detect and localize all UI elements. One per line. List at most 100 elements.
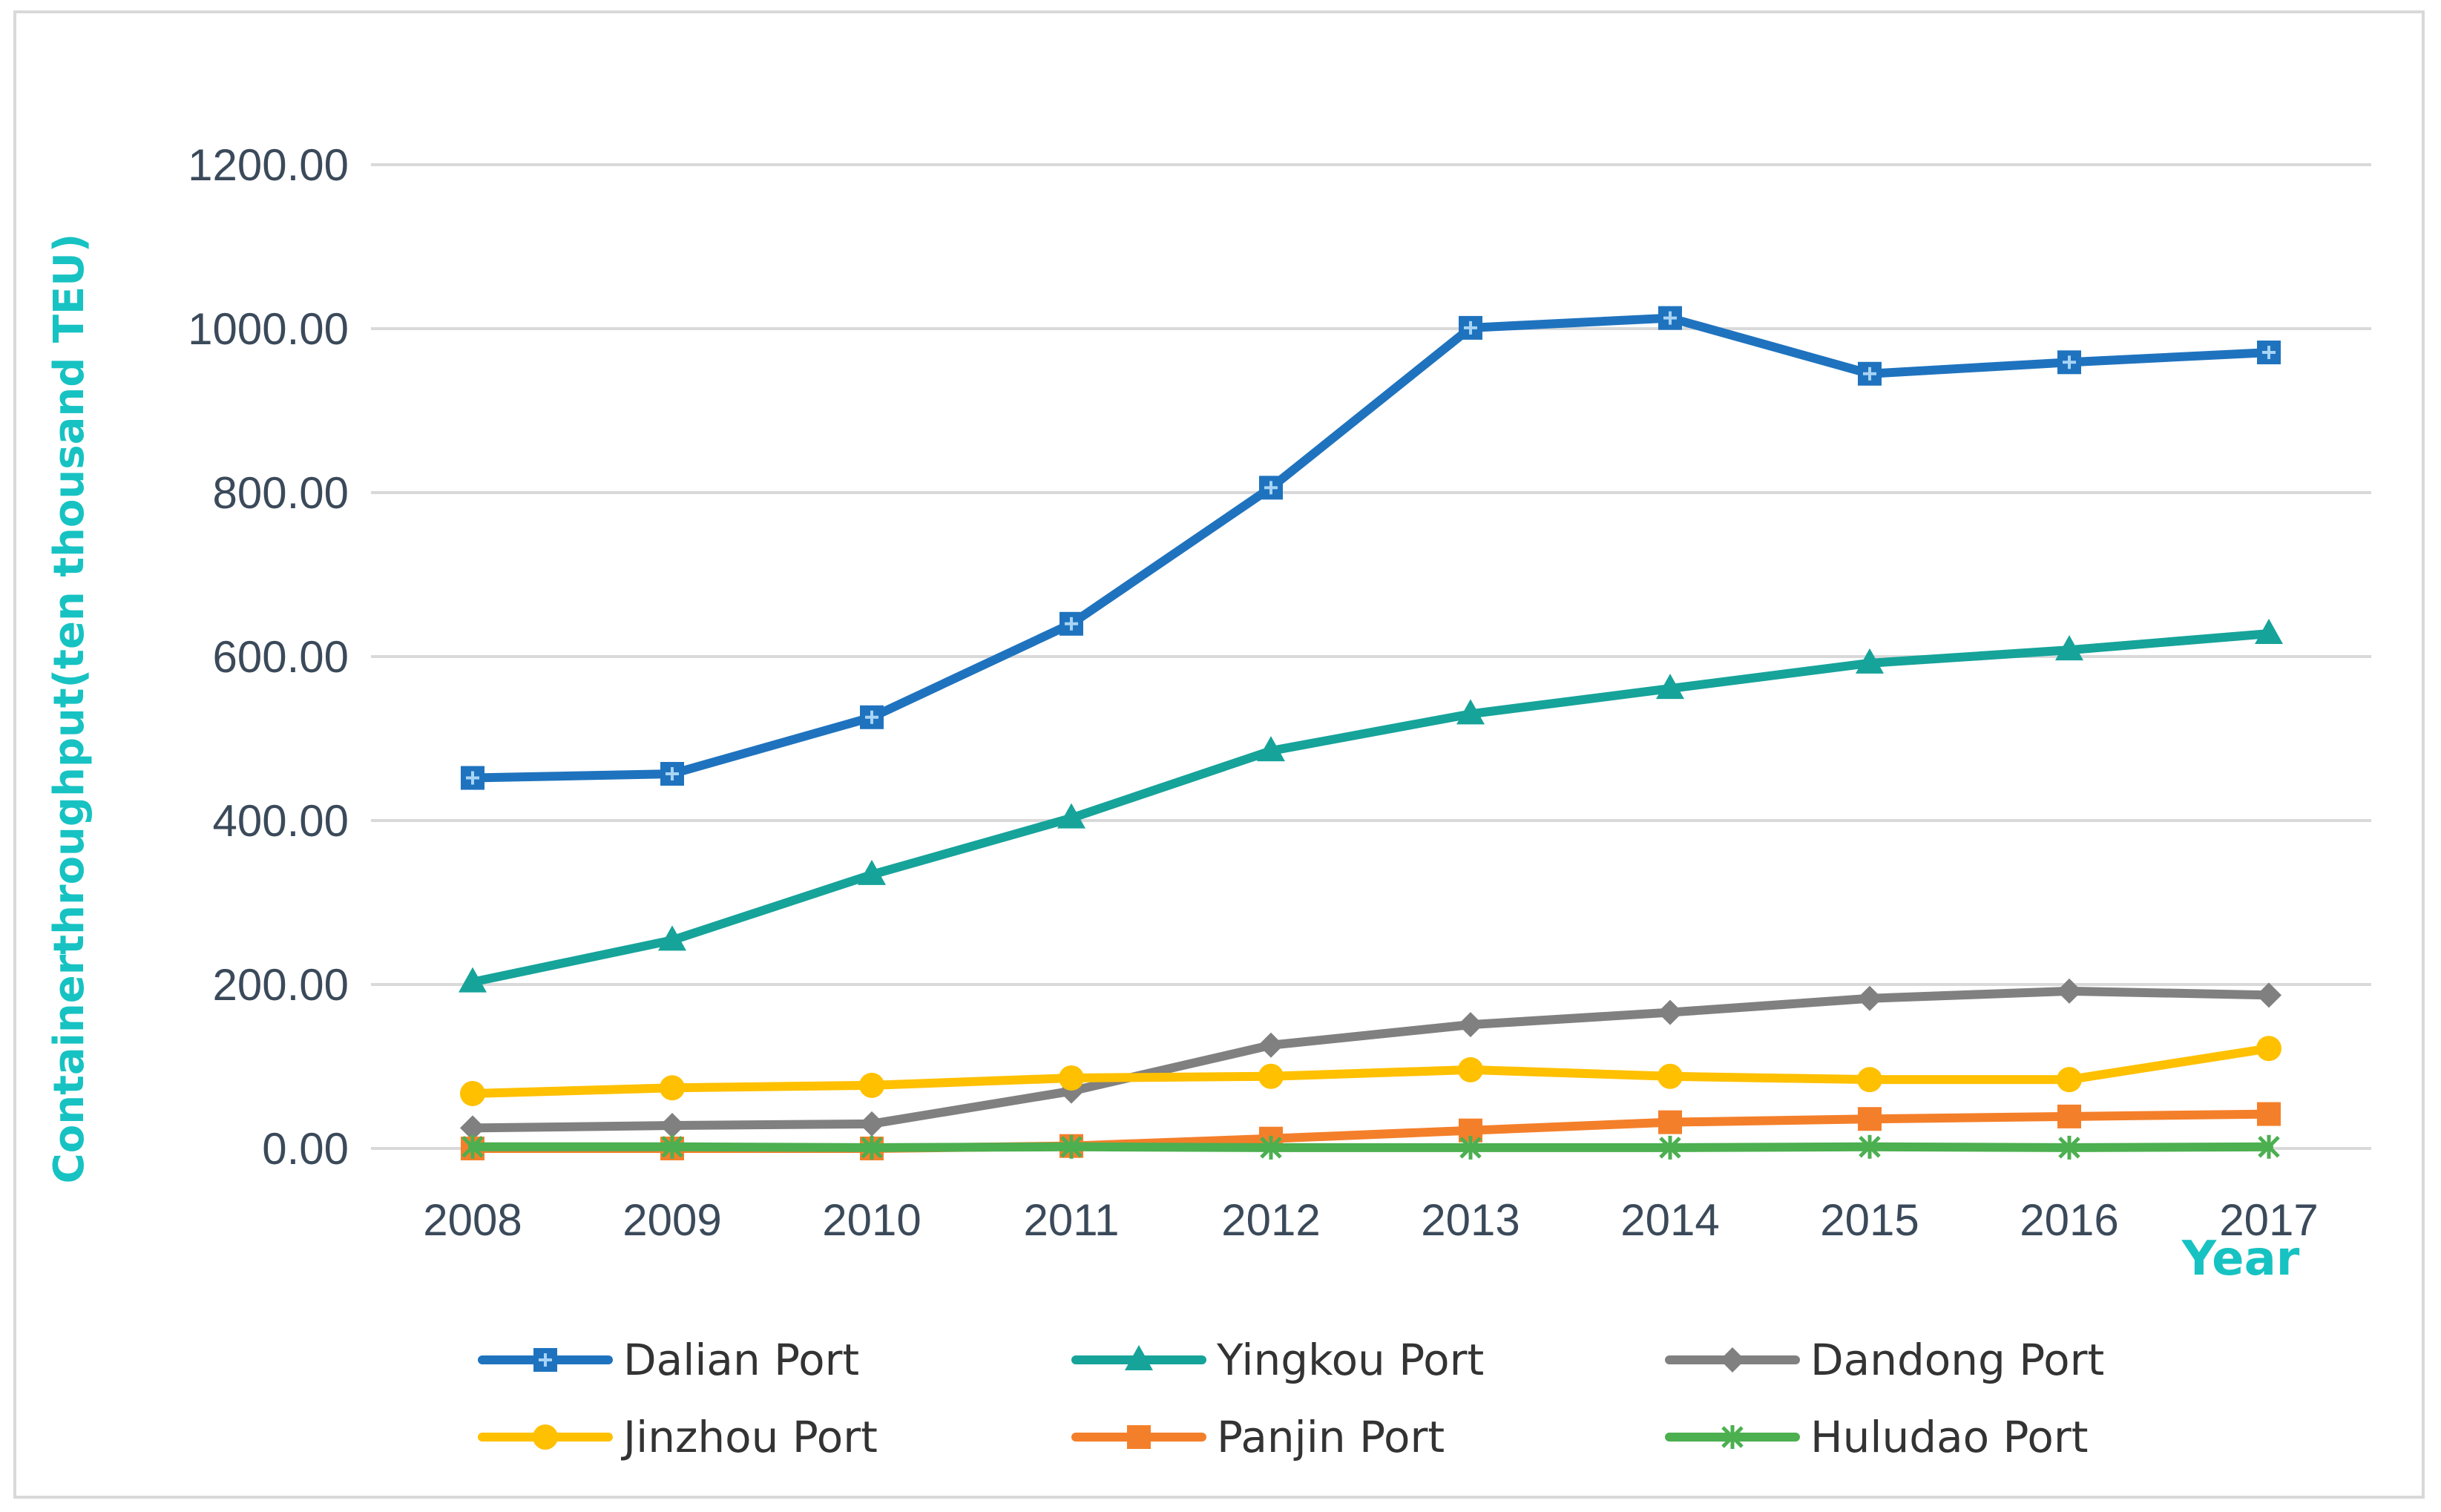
legend-item-dandong-port: Dandong Port bbox=[1665, 1335, 2104, 1385]
data-point-huludao-port bbox=[1659, 1135, 1681, 1160]
data-point-jinzhou-port bbox=[1258, 1063, 1284, 1089]
data-point-yingkou-port bbox=[1856, 648, 1884, 674]
data-point-jinzhou-port bbox=[1857, 1067, 1882, 1093]
data-point-jinzhou-port bbox=[1458, 1056, 1483, 1082]
data-point-huludao-port bbox=[461, 1134, 484, 1159]
data-point-dalian-port bbox=[660, 762, 684, 786]
chart-frame bbox=[13, 10, 2425, 1499]
data-point-dalian-port bbox=[2257, 341, 2281, 365]
data-point-dandong-port bbox=[2057, 978, 2082, 1004]
x-tick-label: 2017 bbox=[2219, 1195, 2318, 1245]
series-jinzhou-port bbox=[460, 1036, 2281, 1106]
y-tick-label: 800.00 bbox=[212, 468, 349, 518]
data-point-dalian-port bbox=[1658, 306, 1682, 330]
x-tick-label: 2008 bbox=[423, 1195, 522, 1245]
legend: Dalian Port Yingkou Port Dandong Port Jinzh… bbox=[478, 1335, 2104, 1462]
data-point-yingkou-port bbox=[459, 967, 487, 993]
legend-item-dalian-port: Dalian Port bbox=[478, 1335, 859, 1385]
data-point-dandong-port bbox=[1258, 1032, 1284, 1058]
legend-marker bbox=[533, 1424, 558, 1450]
data-point-huludao-port bbox=[2058, 1135, 2080, 1160]
data-point-dalian-port bbox=[461, 766, 484, 790]
data-point-huludao-port bbox=[1859, 1134, 1881, 1159]
legend-label: Dandong Port bbox=[1810, 1335, 2104, 1385]
data-point-huludao-port bbox=[661, 1134, 683, 1159]
legend-label: Yingkou Port bbox=[1216, 1335, 1484, 1385]
data-point-panjin-port bbox=[1858, 1107, 1882, 1131]
y-tick-label: 0.00 bbox=[262, 1124, 349, 1174]
legend-marker bbox=[1720, 1347, 1745, 1373]
data-point-dandong-port bbox=[2256, 982, 2281, 1008]
data-point-yingkou-port bbox=[2255, 619, 2283, 645]
series-line-yingkou-port bbox=[468, 629, 2273, 987]
legend-marker bbox=[1721, 1425, 1744, 1449]
legend-item-yingkou-port: Yingkou Port bbox=[1071, 1335, 1484, 1385]
x-axis-ticks: 2008 2009 2010 2011 2012 2013 2014 2015 2016 2017 bbox=[423, 1195, 2318, 1245]
data-point-dandong-port bbox=[1458, 1012, 1483, 1038]
x-tick-label: 2014 bbox=[1620, 1195, 1719, 1245]
legend-marker bbox=[1125, 1345, 1153, 1370]
data-point-dalian-port bbox=[1459, 315, 1482, 340]
legend-label: Huludao Port bbox=[1810, 1412, 2089, 1462]
data-point-dandong-port bbox=[460, 1115, 485, 1141]
data-point-jinzhou-port bbox=[859, 1072, 884, 1098]
data-point-jinzhou-port bbox=[660, 1075, 685, 1101]
legend-item-huludao-port: Huludao Port bbox=[1665, 1412, 2089, 1462]
legend-item-panjin-port: Panjin Port bbox=[1071, 1412, 1445, 1462]
data-point-yingkou-port bbox=[2055, 635, 2083, 661]
data-point-dalian-port bbox=[2057, 350, 2081, 375]
data-point-dalian-port bbox=[860, 705, 884, 729]
x-tick-label: 2015 bbox=[1820, 1195, 1919, 1245]
series-dalian-port bbox=[461, 306, 2281, 790]
data-point-yingkou-port bbox=[1656, 674, 1684, 700]
legend-item-jinzhou-port: Jinzhou Port bbox=[478, 1412, 878, 1462]
y-axis-ticks: 0.00 200.00 400.00 600.00 800.00 1000.00 1200.… bbox=[188, 140, 349, 1174]
y-tick-label: 200.00 bbox=[212, 960, 349, 1010]
x-tick-label: 2011 bbox=[1023, 1195, 1119, 1245]
legend-label: Jinzhou Port bbox=[621, 1412, 878, 1462]
series-line-huludao-port bbox=[468, 1142, 2273, 1152]
data-point-yingkou-port bbox=[1456, 699, 1485, 725]
data-point-yingkou-port bbox=[858, 859, 886, 885]
series-yingkou-port bbox=[459, 619, 2283, 993]
y-tick-label: 1200.00 bbox=[188, 140, 349, 190]
series-line-jinzhou-port bbox=[468, 1044, 2273, 1098]
series-group bbox=[459, 306, 2283, 1160]
data-point-panjin-port bbox=[1658, 1110, 1682, 1134]
data-point-dalian-port bbox=[1858, 361, 1882, 386]
series-line-dalian-port bbox=[468, 313, 2273, 783]
x-tick-label: 2016 bbox=[2020, 1195, 2118, 1245]
legend-marker bbox=[533, 1348, 557, 1372]
legend-marker bbox=[1127, 1425, 1151, 1449]
x-tick-label: 2012 bbox=[1221, 1195, 1320, 1245]
data-point-huludao-port bbox=[2258, 1134, 2280, 1159]
y-tick-label: 400.00 bbox=[212, 796, 349, 846]
data-point-huludao-port bbox=[1260, 1135, 1282, 1160]
data-point-yingkou-port bbox=[1257, 736, 1285, 762]
data-point-jinzhou-port bbox=[2256, 1036, 2281, 1062]
data-point-huludao-port bbox=[861, 1135, 883, 1160]
data-point-dandong-port bbox=[1857, 985, 1882, 1011]
data-point-dandong-port bbox=[1658, 999, 1683, 1025]
y-tick-label: 1000.00 bbox=[188, 304, 349, 354]
legend-label: Panjin Port bbox=[1217, 1412, 1445, 1462]
data-point-dalian-port bbox=[1059, 611, 1083, 636]
x-tick-label: 2009 bbox=[622, 1195, 721, 1245]
data-point-jinzhou-port bbox=[460, 1080, 485, 1106]
y-tick-label: 600.00 bbox=[212, 632, 349, 682]
data-point-jinzhou-port bbox=[2057, 1067, 2082, 1093]
data-point-dandong-port bbox=[660, 1113, 685, 1139]
data-point-huludao-port bbox=[1060, 1134, 1082, 1159]
series-line-dandong-port bbox=[468, 986, 2273, 1133]
x-tick-label: 2013 bbox=[1421, 1195, 1520, 1245]
data-point-huludao-port bbox=[1459, 1135, 1482, 1160]
x-tick-label: 2010 bbox=[822, 1195, 921, 1245]
y-axis-label: Containerthroughput(ten thousand TEU) bbox=[45, 234, 93, 1184]
data-point-dalian-port bbox=[1259, 476, 1283, 500]
legend-label: Dalian Port bbox=[623, 1335, 859, 1385]
data-point-dandong-port bbox=[859, 1111, 884, 1137]
data-point-panjin-port bbox=[2257, 1102, 2281, 1126]
series-dandong-port bbox=[460, 978, 2281, 1141]
data-point-jinzhou-port bbox=[1658, 1063, 1683, 1089]
